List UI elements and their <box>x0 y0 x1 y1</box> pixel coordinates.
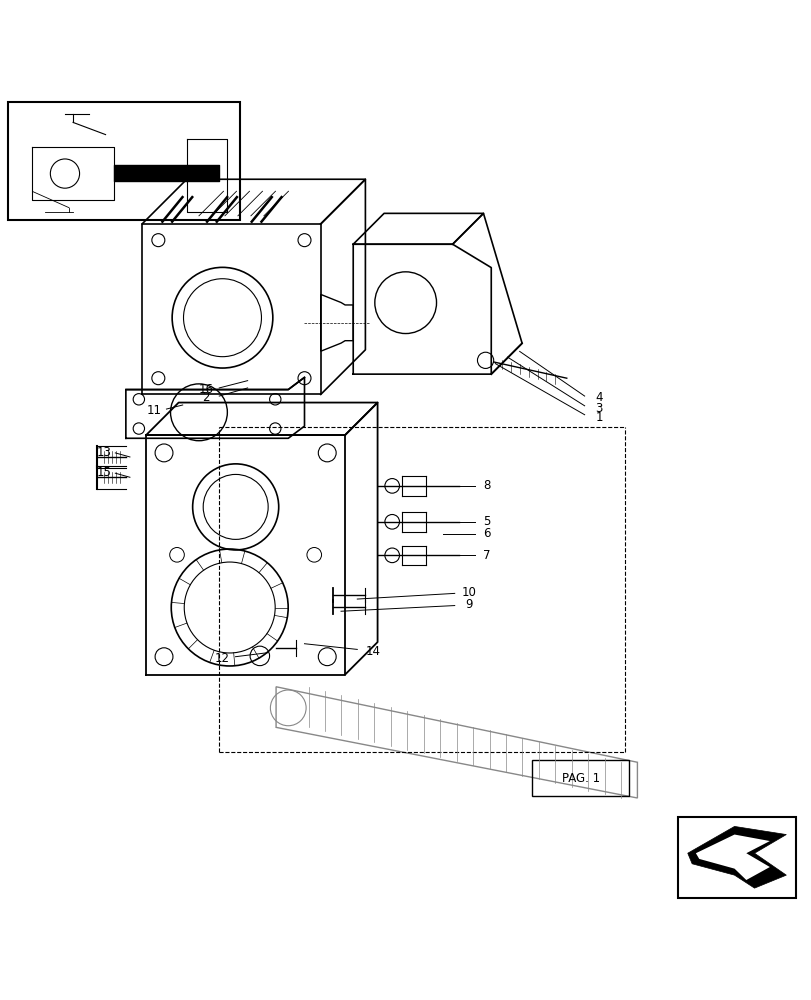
Text: 13: 13 <box>97 446 111 459</box>
Text: PAG. 1: PAG. 1 <box>561 772 599 785</box>
Text: 7: 7 <box>483 549 491 562</box>
Text: 3: 3 <box>594 402 603 415</box>
Polygon shape <box>695 835 769 880</box>
Text: 4: 4 <box>594 391 603 404</box>
Text: 1: 1 <box>594 411 603 424</box>
Text: 6: 6 <box>483 527 491 540</box>
Text: 8: 8 <box>483 479 491 492</box>
Text: 15: 15 <box>97 466 111 479</box>
Text: 9: 9 <box>465 598 473 611</box>
Text: 5: 5 <box>483 515 491 528</box>
Bar <box>531 760 629 796</box>
Text: 2: 2 <box>202 391 210 404</box>
Polygon shape <box>687 826 785 888</box>
Text: 14: 14 <box>366 645 380 658</box>
Text: 11: 11 <box>147 404 161 417</box>
Text: 12: 12 <box>215 652 230 665</box>
Text: 16: 16 <box>199 383 213 396</box>
Bar <box>677 817 795 898</box>
Bar <box>8 102 239 220</box>
Text: 10: 10 <box>461 586 476 599</box>
